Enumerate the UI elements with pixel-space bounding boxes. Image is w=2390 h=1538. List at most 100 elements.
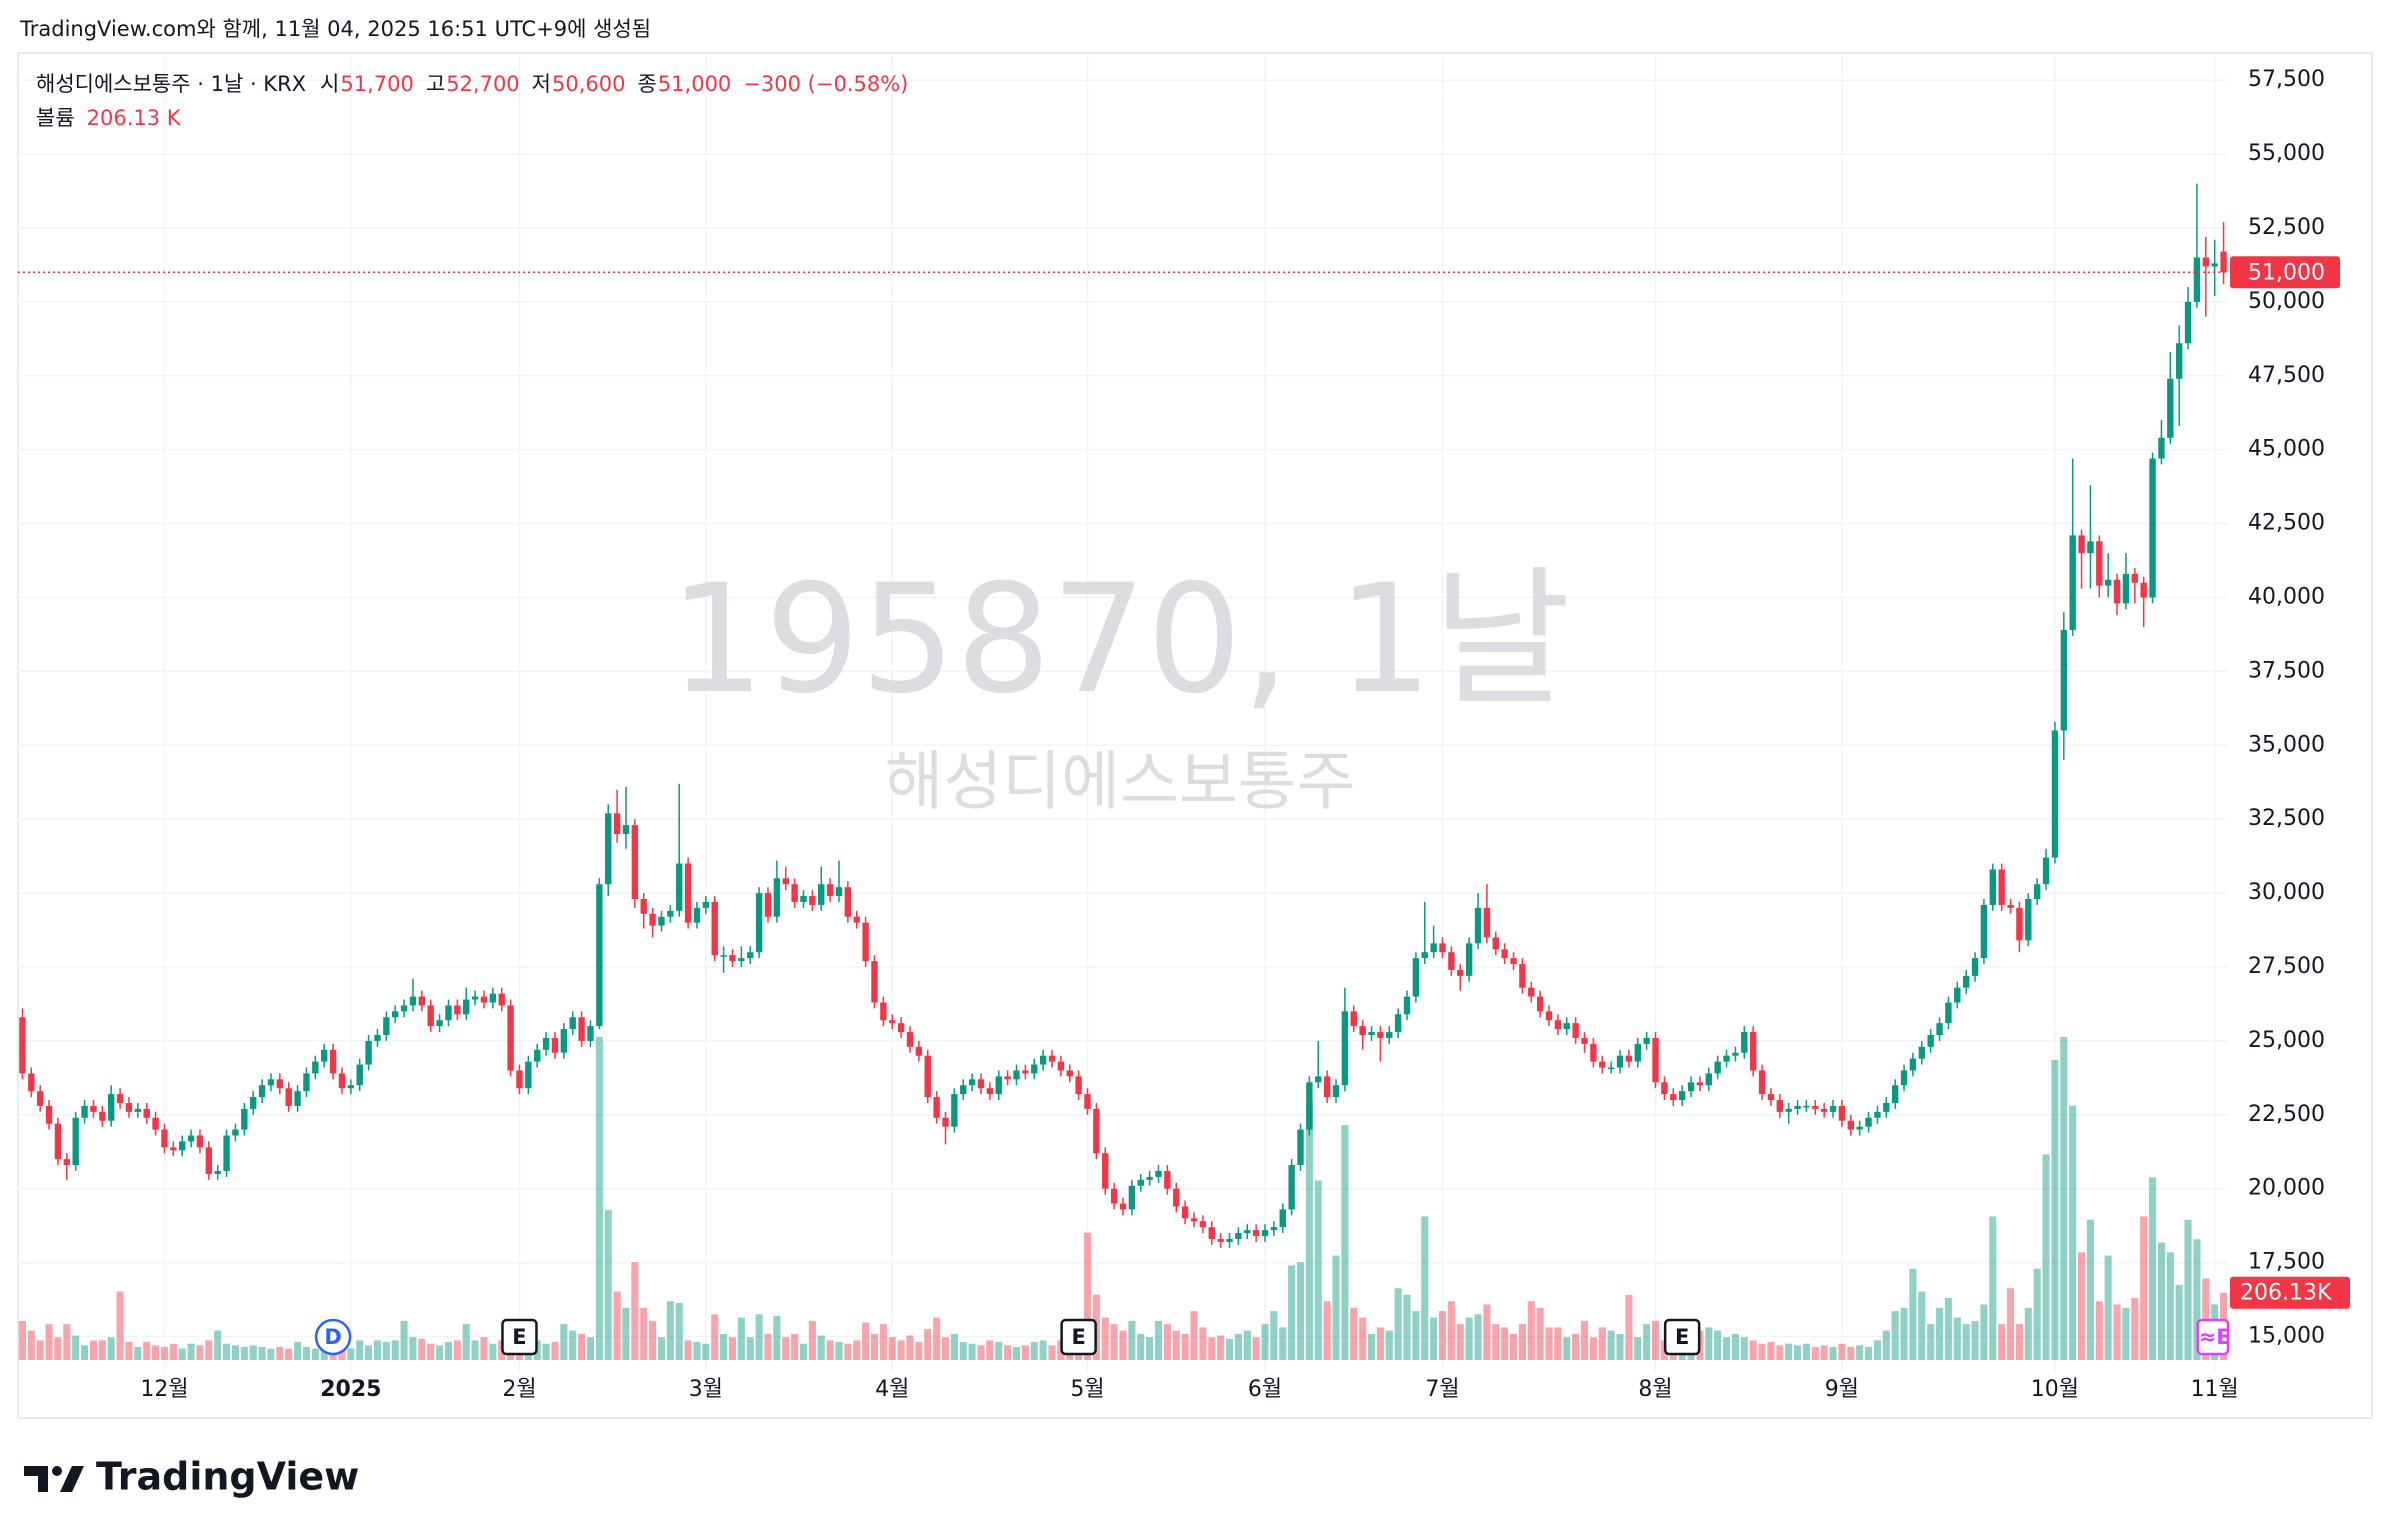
volume-bar: [125, 1342, 133, 1360]
volume-bar: [986, 1340, 994, 1360]
volume-bar: [1341, 1125, 1349, 1360]
volume-bar: [1820, 1345, 1828, 1360]
candle-body: [1208, 1227, 1215, 1239]
candle-body: [693, 907, 701, 923]
candle-body: [2025, 899, 2032, 941]
volume-bar: [1128, 1320, 1136, 1360]
candle-body: [374, 1034, 381, 1041]
candle-body: [2007, 904, 2014, 908]
volume-bar: [1438, 1311, 1447, 1360]
candle-body: [312, 1061, 319, 1074]
candle-body: [1528, 987, 1535, 997]
candle-body: [2193, 257, 2201, 302]
volume-bar: [613, 1291, 621, 1360]
ohlc-value: 51,000: [658, 72, 731, 96]
candle-body: [915, 1046, 923, 1056]
volume-bar: [1545, 1327, 1553, 1360]
candle-body: [63, 1159, 71, 1166]
volume-bar: [81, 1345, 89, 1360]
candle-body: [1794, 1105, 1801, 1109]
candle-body: [1031, 1064, 1038, 1074]
volume-bar: [462, 1324, 470, 1360]
candle-body: [1403, 996, 1411, 1015]
volume-bar: [1572, 1333, 1580, 1360]
volume-bar: [294, 1342, 302, 1360]
volume-bar: [1181, 1333, 1189, 1360]
candle-body: [258, 1085, 266, 1098]
volume-bar: [169, 1343, 177, 1360]
volume-bar: [2113, 1304, 2121, 1360]
candle-body: [1661, 1082, 1668, 1095]
volume-bar: [684, 1340, 692, 1360]
candle-body: [631, 825, 639, 900]
volume-bar: [808, 1320, 816, 1360]
candle-body: [2042, 857, 2050, 885]
candle-body: [1412, 958, 1420, 997]
x-tick-label: 2025: [320, 1377, 381, 1402]
last-price-label: 51,000: [2248, 260, 2325, 285]
volume-bar: [1456, 1324, 1464, 1360]
x-tick-label: 8월: [1638, 1377, 1672, 1402]
symbol-title: 해성디에스보통주 · 1날 · KRX: [36, 72, 306, 96]
volume-bar: [1048, 1345, 1056, 1360]
volume-bar: [666, 1301, 674, 1360]
volume-bar: [1252, 1337, 1260, 1360]
volume-bar: [160, 1346, 168, 1360]
candle-body: [1714, 1061, 1721, 1074]
candle-body: [28, 1073, 35, 1092]
candle-body: [1359, 1026, 1366, 1035]
candle-body: [2087, 541, 2094, 554]
candle-body: [347, 1085, 355, 1089]
volume-bar: [258, 1346, 266, 1360]
volume-bar: [933, 1317, 941, 1360]
event-label: D: [324, 1325, 341, 1349]
volume-bar: [1554, 1327, 1562, 1360]
volume-bar: [2157, 1242, 2165, 1360]
volume-bar: [755, 1314, 763, 1360]
volume-bar: [276, 1346, 284, 1360]
candle-body: [1918, 1046, 1925, 1059]
volume-bar: [267, 1348, 275, 1360]
volume-bar: [54, 1337, 62, 1360]
volume-bar: [1447, 1301, 1455, 1360]
candle-body: [1696, 1082, 1704, 1086]
volume-bar: [1154, 1320, 1163, 1360]
candle-body: [1004, 1076, 1011, 1080]
candle-body: [1217, 1238, 1224, 1242]
candle-body: [179, 1141, 186, 1151]
volume-bar: [436, 1345, 444, 1360]
volume-bar: [1607, 1330, 1615, 1360]
candle-body: [560, 1029, 568, 1053]
candle-body: [1315, 1076, 1322, 1083]
volume-bar: [240, 1346, 248, 1360]
candle-body: [507, 1005, 514, 1071]
volume-bar: [1714, 1330, 1722, 1360]
volume-bar: [1918, 1291, 1926, 1360]
volume-bar: [1012, 1346, 1021, 1360]
candle-body: [1465, 943, 1473, 976]
candle-body: [409, 996, 417, 1006]
candle-body: [134, 1108, 142, 1112]
candle-body: [1226, 1238, 1233, 1242]
candle-body: [1084, 1094, 1091, 1109]
candle-body: [658, 916, 665, 926]
volume-bar: [622, 1307, 630, 1360]
candle-body: [143, 1108, 150, 1118]
volume-bar: [586, 1337, 595, 1360]
volume-bar: [302, 1346, 311, 1360]
volume-bar: [1882, 1330, 1890, 1360]
candle-body: [809, 896, 816, 905]
ohlc-value: 51,700: [340, 72, 413, 96]
volume-value: 206.13 K: [87, 106, 182, 130]
volume-bar: [489, 1343, 497, 1360]
candle-body: [1838, 1105, 1846, 1121]
y-tick-label: 20,000: [2248, 1176, 2325, 1201]
candle-body: [392, 1011, 399, 1018]
candle-body: [1270, 1227, 1278, 1231]
volume-bar: [1793, 1345, 1802, 1360]
volume-bar: [1465, 1317, 1473, 1360]
candle-body: [1723, 1055, 1730, 1062]
candle-body: [942, 1117, 949, 1127]
grid: [18, 55, 2228, 1372]
volume-bar: [1953, 1317, 1961, 1360]
